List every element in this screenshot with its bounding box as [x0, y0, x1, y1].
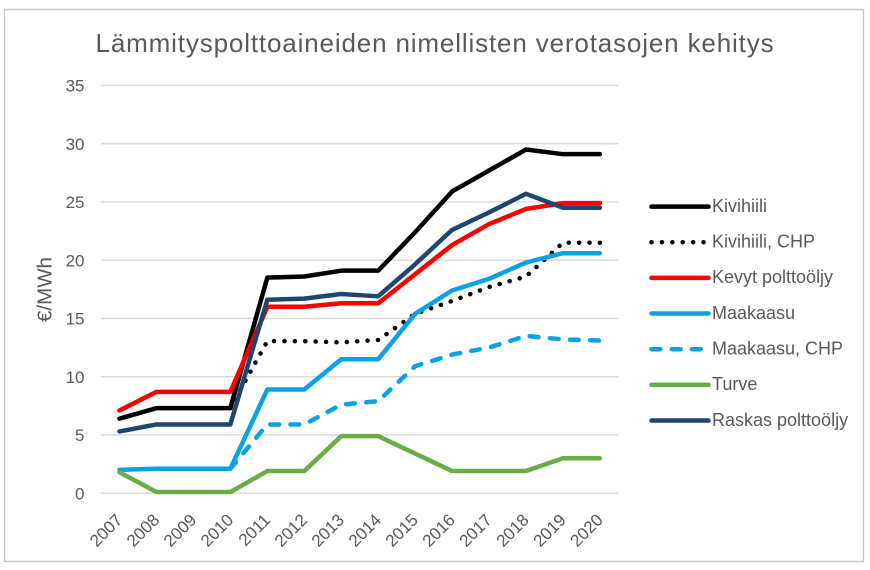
svg-text:Kivihiili: Kivihiili [712, 196, 767, 216]
svg-text:Maakaasu, CHP: Maakaasu, CHP [712, 339, 843, 359]
svg-text:30: 30 [66, 135, 85, 154]
svg-text:Kivihiili, CHP: Kivihiili, CHP [712, 232, 815, 252]
svg-text:0: 0 [75, 484, 84, 503]
svg-text:10: 10 [66, 368, 85, 387]
svg-text:35: 35 [66, 77, 85, 96]
svg-text:15: 15 [66, 310, 85, 329]
svg-text:Turve: Turve [712, 374, 757, 394]
svg-text:20: 20 [66, 251, 85, 270]
svg-text:25: 25 [66, 193, 85, 212]
svg-text:Maakaasu: Maakaasu [712, 303, 795, 323]
svg-text:€/MWh: €/MWh [34, 257, 57, 322]
svg-text:Raskas polttoöljy: Raskas polttoöljy [712, 410, 848, 430]
svg-text:Lämmityspolttoaineiden nimelli: Lämmityspolttoaineiden nimellisten verot… [96, 28, 775, 58]
svg-text:5: 5 [75, 426, 84, 445]
svg-text:Kevyt polttoöljy: Kevyt polttoöljy [712, 267, 833, 287]
